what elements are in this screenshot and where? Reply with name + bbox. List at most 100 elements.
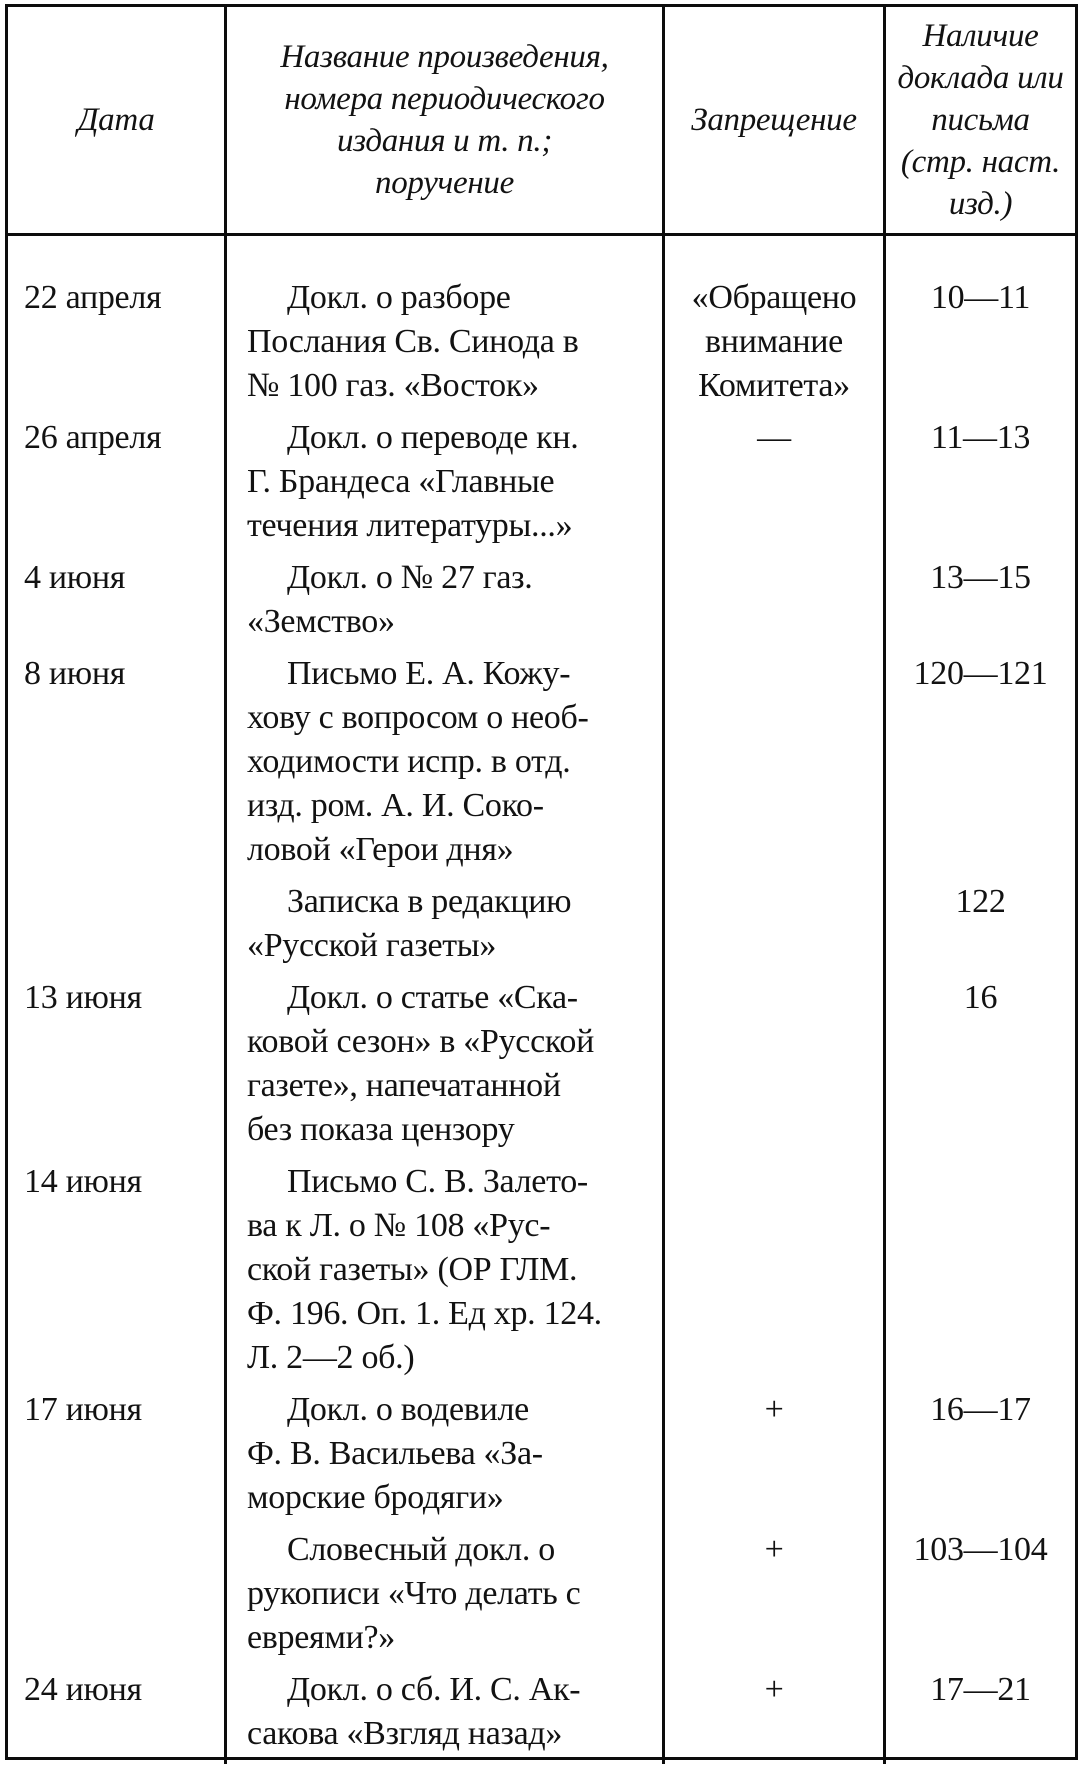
header-cell-title: Название произведения, номера периодическ…	[224, 7, 662, 233]
cell-date: 17 июня	[8, 1380, 224, 1520]
text-line: Наличие	[922, 18, 1039, 54]
text-line: № 100 газ. «Восток»	[247, 367, 539, 404]
text-line: Записка в редакцию	[287, 883, 572, 920]
text-line: номера периодического	[284, 81, 605, 117]
text-line: 4 июня	[24, 559, 126, 596]
text-line: Запрещение	[691, 102, 857, 138]
text-line: Докл. о водевиле	[287, 1391, 529, 1428]
text-line: 10—11	[930, 279, 1031, 316]
text-line: Докл. о сб. И. С. Ак-	[287, 1671, 581, 1708]
cell-title: Докл. о разборе Послания Св. Синода в № 10…	[224, 236, 662, 408]
table-filler-row	[8, 1756, 1075, 1764]
text-line: Письмо С. В. Залето-	[287, 1163, 588, 1200]
text-line: 16—17	[930, 1391, 1031, 1428]
text-line: издания и т. п.;	[336, 123, 553, 159]
cell-date	[8, 872, 224, 968]
text-line: +	[764, 1671, 784, 1708]
table-row: 14 июня Письмо С. В. Залето-ва к Л. о № …	[8, 1152, 1075, 1380]
header-cell-pages: Наличие доклада или письма (стр. наст. изд.)	[883, 7, 1075, 233]
text-line: «Обращено	[691, 279, 857, 316]
text-line: 11—13	[930, 419, 1031, 456]
cell-title: Докл. о переводе кн. Г. Брандеса «Главные…	[224, 408, 662, 548]
table-row: 13 июня Докл. о статье «Ска-ковой сезон»…	[8, 968, 1075, 1152]
text-line: морские бродяги»	[247, 1479, 504, 1516]
text-line: Послания Св. Синода в	[247, 323, 579, 360]
table-row: 8 июня Письмо Е. А. Кожу-хову с вопросом…	[8, 644, 1075, 872]
cell-pages: 120—121	[883, 644, 1075, 872]
cell-date: 8 июня	[8, 644, 224, 872]
cell-date: 4 июня	[8, 548, 224, 644]
cell-pages: 16—17	[883, 1380, 1075, 1520]
text-line: Докл. о разборе	[287, 279, 511, 316]
cell-prohibition: +	[662, 1380, 883, 1520]
cell-pages: 103—104	[883, 1520, 1075, 1660]
cell-pages: 10—11	[883, 236, 1075, 408]
cell-date: 24 июня	[8, 1660, 224, 1756]
cell-title: Записка в редакцию «Русской газеты»	[224, 872, 662, 968]
text-line: Письмо Е. А. Кожу-	[287, 655, 571, 692]
text-line: хову с вопросом о необ-	[247, 699, 589, 736]
cell-title: Докл. о статье «Ска-ковой сезон» в «Русс…	[224, 968, 662, 1152]
cell-prohibition	[662, 1152, 883, 1380]
text-line: сакова «Взгляд назад»	[247, 1715, 563, 1752]
text-line: 26 апреля	[24, 419, 162, 456]
cell-date: 13 июня	[8, 968, 224, 1152]
text-line: ковой сезон» в «Русской	[247, 1023, 594, 1060]
text-line: —	[757, 419, 791, 456]
text-line: поручение	[375, 165, 514, 201]
text-line: без показа цензору	[247, 1111, 515, 1148]
cell-pages	[883, 1756, 1075, 1764]
text-line: Докл. о переводе кн.	[287, 419, 579, 456]
cell-pages	[883, 1152, 1075, 1380]
text-line: 13 июня	[24, 979, 142, 1016]
text-line: рукописи «Что делать с	[247, 1575, 581, 1612]
cell-title: Докл. о № 27 газ. «Земство»	[224, 548, 662, 644]
text-line: изд. ром. А. И. Соко-	[247, 787, 544, 824]
table-row: 24 июня Докл. о сб. И. С. Ак-сакова «Взг…	[8, 1660, 1075, 1756]
text-line: Название произведения,	[280, 39, 609, 75]
text-line: 17—21	[930, 1671, 1031, 1708]
text-line: (стр. наст.	[900, 144, 1061, 180]
text-line: 103—104	[913, 1531, 1048, 1568]
censorship-log-table: Дата Название произведения, номера период…	[5, 4, 1078, 1764]
text-line: евреями?»	[247, 1619, 395, 1656]
header-cell-prohibition: Запрещение	[662, 7, 883, 233]
text-line: 22 апреля	[24, 279, 162, 316]
cell-prohibition	[662, 644, 883, 872]
text-line: изд.)	[948, 186, 1013, 222]
text-line: +	[764, 1531, 784, 1568]
cell-pages: 16	[883, 968, 1075, 1152]
table-body: 22 апреля Докл. о разборе Послания Св. Си…	[8, 236, 1075, 1764]
table-row: 4 июня Докл. о № 27 газ. «Земство» 13—15	[8, 548, 1075, 644]
text-line: 122	[955, 883, 1006, 920]
text-line: 17 июня	[24, 1391, 142, 1428]
cell-pages: 17—21	[883, 1660, 1075, 1756]
text-line: 14 июня	[24, 1163, 142, 1200]
cell-pages: 11—13	[883, 408, 1075, 548]
cell-pages: 122	[883, 872, 1075, 968]
text-line: 8 июня	[24, 655, 126, 692]
cell-title: Докл. о сб. И. С. Ак-сакова «Взгляд наза…	[224, 1660, 662, 1756]
table-row: 26 апреля Докл. о переводе кн. Г. Брандес…	[8, 408, 1075, 548]
text-line: ловой «Герои дня»	[247, 831, 514, 868]
cell-date	[8, 1756, 224, 1764]
text-line: Ф. 196. Оп. 1. Ед хр. 124.	[247, 1295, 602, 1332]
text-line: газете», напечатанной	[247, 1067, 561, 1104]
cell-prohibition: «Обращено внимание Комитета»	[662, 236, 883, 408]
cell-prohibition: +	[662, 1660, 883, 1756]
text-line: Дата	[77, 102, 155, 138]
cell-title: Словесный докл. о рукописи «Что делать с е…	[224, 1520, 662, 1660]
cell-prohibition	[662, 968, 883, 1152]
table-header-row: Дата Название произведения, номера период…	[8, 7, 1075, 236]
cell-prohibition	[662, 872, 883, 968]
text-line: Г. Брандеса «Главные	[247, 463, 555, 500]
table-row: 17 июня Докл. о водевиле Ф. В. Васильева …	[8, 1380, 1075, 1520]
text-line: Комитета»	[698, 367, 850, 404]
cell-prohibition	[662, 548, 883, 644]
text-line: внимание	[705, 323, 843, 360]
table-row: Записка в редакцию «Русской газеты» 122	[8, 872, 1075, 968]
text-line: Ф. В. Васильева «За-	[247, 1435, 543, 1472]
text-line: ва к Л. о № 108 «Рус-	[247, 1207, 551, 1244]
text-line: ской газеты» (ОР ГЛМ.	[247, 1251, 578, 1288]
